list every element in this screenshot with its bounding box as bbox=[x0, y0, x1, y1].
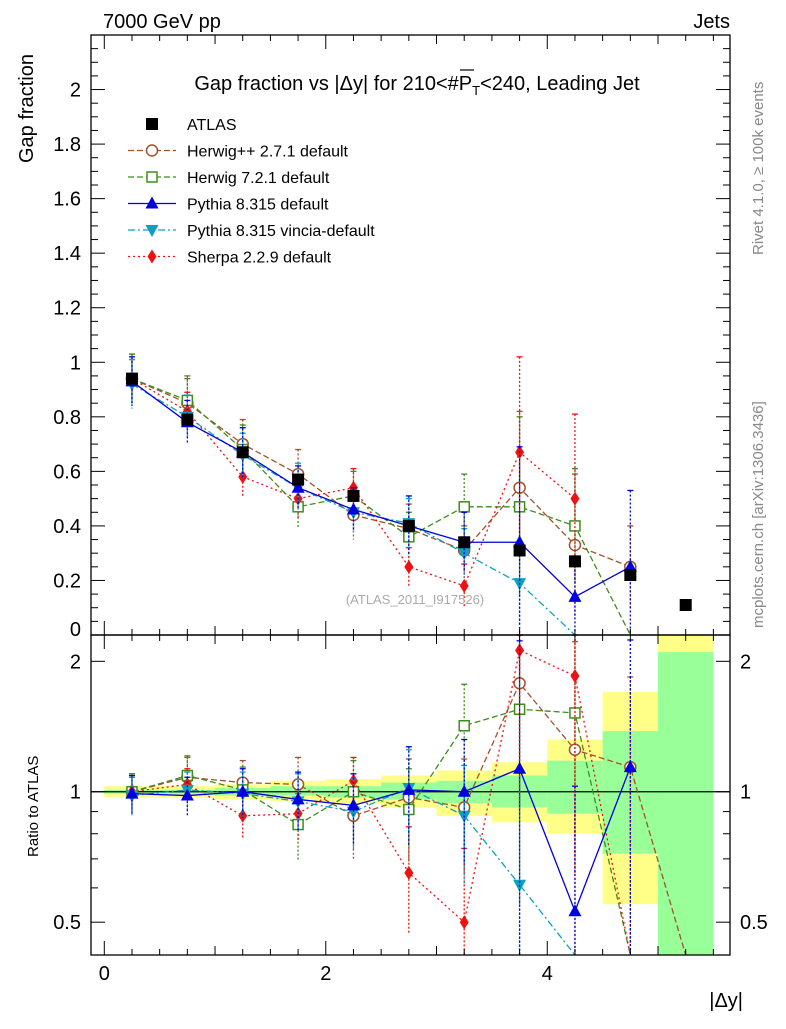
y-tick-label: 0.6 bbox=[53, 461, 81, 483]
top-chart-title: Gap fraction vs |Δy| for 210<#PT<240, Le… bbox=[194, 73, 640, 98]
legend: ATLAS Herwig++ 2.7.1 default Herwig 7.2.1 … bbox=[128, 117, 375, 267]
legend-marker bbox=[146, 171, 158, 183]
ratio-point bbox=[125, 786, 139, 799]
legend-marker bbox=[145, 144, 159, 157]
header-left: 7000 GeV pp bbox=[103, 11, 221, 33]
y-tick-label: 1.2 bbox=[53, 298, 81, 320]
data-point bbox=[404, 559, 414, 574]
ratio-point bbox=[236, 784, 250, 797]
bottom-y-axis-label: Ratio to ATLAS bbox=[25, 756, 42, 857]
ratio-line bbox=[131, 708, 631, 956]
ratio-point bbox=[402, 782, 416, 795]
y-tick-label: 0.8 bbox=[53, 407, 81, 429]
data-point bbox=[679, 599, 692, 611]
y-tick-label: 1.4 bbox=[53, 243, 81, 265]
top-y-axis-label: Gap fraction bbox=[16, 54, 38, 163]
ratio-point bbox=[570, 668, 580, 683]
data-point bbox=[402, 519, 415, 532]
data-point bbox=[292, 473, 305, 486]
y-tick-label: 0.4 bbox=[53, 516, 81, 538]
legend-label: Pythia 8.315 default bbox=[187, 197, 329, 214]
data-point bbox=[346, 502, 360, 515]
ratio-series-2 bbox=[125, 639, 637, 955]
side-bottom-label: mcplots.cern.ch [arXiv:1306.3436] bbox=[750, 401, 767, 628]
ratio-line bbox=[131, 766, 631, 914]
ratio-point bbox=[568, 904, 582, 917]
ratio-point bbox=[623, 760, 637, 773]
legend-item: Herwig++ 2.7.1 default bbox=[128, 144, 349, 161]
header-right: Jets bbox=[693, 11, 730, 33]
data-point bbox=[624, 569, 637, 581]
y-tick-label: 1.8 bbox=[53, 134, 81, 156]
ratio-point bbox=[457, 784, 471, 797]
data-point bbox=[347, 489, 360, 502]
data-point bbox=[570, 491, 580, 506]
ratio-point bbox=[180, 788, 194, 801]
watermark: (ATLAS_2011_I917526) bbox=[346, 592, 484, 607]
legend-item: Pythia 8.315 vincia-default bbox=[128, 223, 375, 240]
data-point bbox=[623, 559, 637, 572]
band-green bbox=[658, 652, 714, 955]
legend-item: Herwig 7.2.1 default bbox=[128, 170, 330, 187]
bottom-frame bbox=[90, 634, 731, 956]
y-tick-label: 1.6 bbox=[53, 189, 81, 211]
ratio-point bbox=[404, 865, 414, 880]
data-point bbox=[125, 372, 138, 385]
legend-marker bbox=[145, 196, 159, 209]
data-point bbox=[513, 544, 526, 557]
ratio-y-tick-label-right: 0.5 bbox=[740, 912, 768, 934]
ratio-y-tick-label-right: 1 bbox=[740, 782, 751, 804]
ratio-point bbox=[291, 792, 305, 805]
ratio-point bbox=[513, 761, 527, 774]
legend-item: ATLAS bbox=[146, 117, 237, 134]
y-tick-label: 0.2 bbox=[53, 570, 81, 592]
ratio-point bbox=[568, 743, 582, 757]
y-tick-label: 2 bbox=[70, 80, 81, 102]
y-tick-label-zero: 0 bbox=[70, 619, 81, 641]
legend-marker bbox=[147, 249, 157, 264]
x-tick-label: 0 bbox=[99, 963, 110, 985]
x-axis-label: |Δy| bbox=[709, 990, 743, 1012]
ratio-point bbox=[459, 915, 469, 930]
ratio-point bbox=[346, 798, 360, 811]
legend-item: Sherpa 2.2.9 default bbox=[128, 249, 332, 267]
data-point bbox=[291, 480, 305, 493]
legend-label: Herwig 7.2.1 default bbox=[187, 170, 330, 187]
x-tick-label: 4 bbox=[542, 963, 553, 985]
legend-label: Sherpa 2.2.9 default bbox=[187, 250, 332, 267]
series-0 bbox=[125, 372, 692, 611]
data-point bbox=[459, 578, 469, 593]
legend-label: ATLAS bbox=[187, 117, 237, 134]
legend-item: Pythia 8.315 default bbox=[128, 196, 329, 214]
x-tick-label: 2 bbox=[320, 963, 331, 985]
series-line bbox=[131, 380, 631, 598]
series-line bbox=[131, 378, 631, 636]
legend-label: Pythia 8.315 vincia-default bbox=[187, 223, 375, 240]
data-point bbox=[568, 555, 581, 568]
data-point bbox=[181, 413, 194, 426]
side-top-label: Rivet 4.1.0, ≥ 100k events bbox=[750, 82, 767, 255]
ratio-y-tick-label: 1 bbox=[70, 782, 81, 804]
data-point bbox=[458, 501, 470, 513]
legend-marker bbox=[145, 225, 159, 237]
data-point bbox=[513, 535, 527, 548]
ratio-point bbox=[238, 808, 248, 823]
ratio-y-tick-label-right: 2 bbox=[740, 651, 751, 673]
legend-marker bbox=[146, 118, 158, 130]
data-point bbox=[568, 589, 582, 602]
ratio-point bbox=[458, 720, 470, 732]
series-line bbox=[131, 378, 631, 568]
ratio-y-tick-label: 2 bbox=[70, 651, 81, 673]
data-point bbox=[236, 446, 249, 459]
ratio-y-tick-label: 0.5 bbox=[53, 912, 81, 934]
legend-label: Herwig++ 2.7.1 default bbox=[187, 144, 349, 161]
data-point bbox=[458, 536, 471, 549]
y-tick-label: 1 bbox=[70, 352, 81, 374]
